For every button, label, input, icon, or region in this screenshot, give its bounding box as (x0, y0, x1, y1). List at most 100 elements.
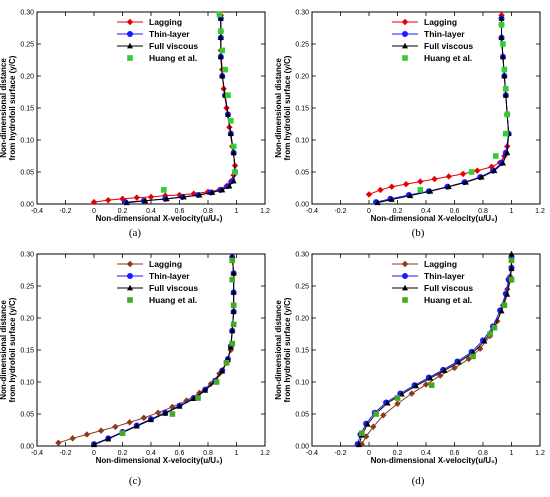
data-point (202, 387, 209, 393)
y-axis-label: Non-dimensional distance (0, 58, 8, 158)
y-axis-label: from hydrofoil surface (y/C) (283, 55, 292, 160)
data-point (422, 381, 430, 388)
legend-marker (127, 31, 133, 37)
legend-marker (402, 55, 408, 61)
panel-caption: (d) (412, 475, 425, 487)
data-point (441, 367, 448, 373)
y-tick-label: 0.30 (295, 252, 309, 259)
y-axis-label: Non-dimensional distance (0, 300, 8, 400)
legend: Lagging Thin-layer Full viscous Huang et al… (392, 259, 473, 305)
data-point (112, 423, 119, 430)
data-point (408, 390, 415, 397)
legend-label: Lagging (424, 259, 457, 269)
data-point (227, 130, 234, 136)
data-point (216, 11, 223, 18)
y-tick-label: 0.25 (295, 284, 309, 291)
x-tick-label: -0.4 (31, 450, 43, 457)
x-axis-label: Non-dimensional X-velocity(u/U₀) (96, 214, 223, 223)
y-tick-label: 0.20 (295, 316, 309, 323)
data-point (508, 276, 515, 283)
data-point (148, 416, 154, 423)
y-tick-label: 0.10 (295, 380, 309, 387)
data-point (217, 53, 224, 60)
y-axis-label: Non-dimensional distance (274, 300, 283, 400)
data-point (478, 173, 485, 180)
legend-marker (402, 42, 408, 49)
data-point (417, 178, 424, 185)
data-point (133, 422, 140, 429)
data-point (394, 395, 401, 401)
y-tick-label: 0.30 (20, 10, 34, 17)
data-point (388, 183, 395, 190)
data-point (219, 72, 226, 79)
data-point (223, 360, 230, 366)
legend-label: Full viscous (424, 283, 473, 293)
x-tick-label: -0.2 (59, 450, 71, 457)
data-point (180, 193, 187, 200)
legend-marker (127, 297, 133, 303)
legend-marker (402, 297, 408, 303)
data-point (380, 412, 387, 419)
data-point (133, 194, 140, 201)
data-point (508, 257, 515, 264)
x-tick-label: 0.6 (175, 208, 185, 215)
legend-marker (126, 260, 134, 268)
data-point (230, 308, 237, 314)
data-point (470, 353, 476, 360)
legend-marker (127, 273, 133, 279)
plot-frame (311, 253, 541, 447)
x-tick-label: 1.2 (535, 208, 545, 215)
data-point (428, 382, 435, 388)
data-point (119, 430, 126, 436)
data-point (370, 423, 377, 430)
data-point (176, 191, 183, 199)
y-tick-label: 0.25 (20, 284, 34, 291)
x-tick-label: 0 (367, 208, 371, 215)
data-point (229, 257, 236, 264)
data-point (69, 435, 76, 442)
y-axis-label: from hydrofoil surface (y/C) (283, 297, 292, 402)
data-point (481, 337, 488, 344)
data-point (219, 186, 226, 193)
x-tick-label: 0.2 (118, 450, 128, 457)
chart-panel-3: -0.4 -0.2 0 0.2 0.4 0.6 0.8 1 1.2 0.00 0.05 0.10 0.1… (0, 252, 270, 488)
x-tick-label: 0.4 (421, 450, 431, 457)
data-point (123, 199, 130, 206)
legend-label: Huang et al. (424, 53, 472, 63)
data-point (229, 327, 236, 334)
x-axis-label: Non-dimensional X-velocity(u/U₀) (371, 214, 498, 223)
legend-marker (402, 31, 408, 37)
data-point (230, 149, 237, 156)
data-point (468, 169, 475, 175)
data-point (219, 47, 226, 54)
data-point (217, 15, 224, 21)
series-line (126, 18, 236, 204)
data-point (169, 411, 176, 417)
y-tick-label: 0.10 (20, 380, 34, 387)
x-tick-label: 0.8 (203, 208, 213, 215)
series-huang-et-al (161, 11, 238, 193)
data-point (90, 198, 98, 206)
legend-label: Huang et al. (149, 295, 197, 305)
x-tick-label: -0.2 (334, 450, 346, 457)
data-point (209, 189, 216, 195)
data-point (431, 175, 438, 183)
data-point (83, 431, 91, 438)
x-tick-label: 0 (92, 450, 96, 457)
data-point (218, 28, 224, 34)
x-tick-label: 1 (235, 450, 239, 457)
data-point (487, 331, 493, 337)
y-tick-label: 0.15 (295, 106, 309, 113)
data-point (502, 92, 509, 98)
data-point (501, 302, 508, 308)
legend-marker (401, 260, 409, 268)
y-tick-label: 0.30 (295, 10, 309, 17)
data-point (227, 343, 234, 350)
legend-marker (402, 273, 408, 279)
data-point (213, 379, 220, 385)
data-point (384, 399, 391, 406)
data-point (388, 196, 395, 202)
data-point (97, 427, 105, 434)
data-point (359, 430, 365, 436)
y-tick-label: 0.00 (295, 202, 309, 209)
